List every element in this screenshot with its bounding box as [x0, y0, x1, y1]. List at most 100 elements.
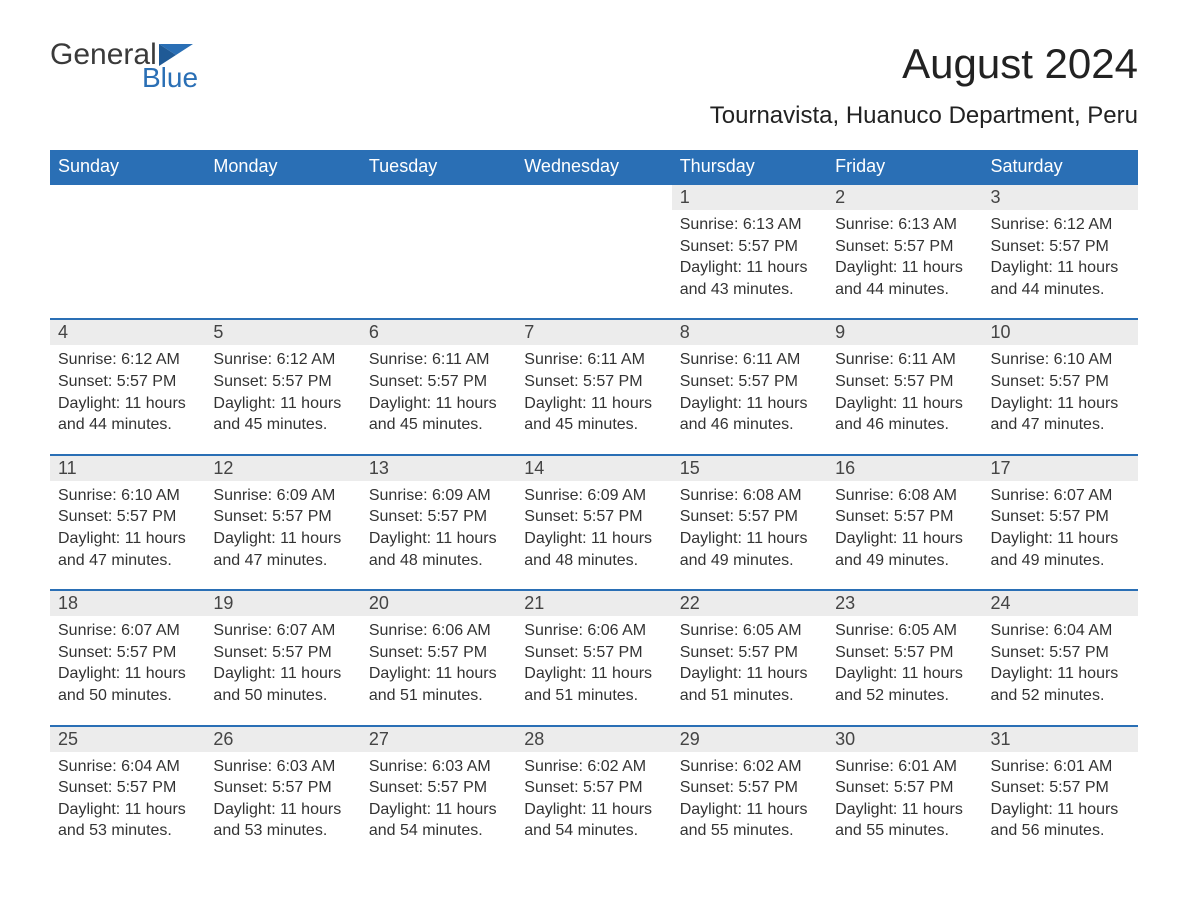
day-sunset: Sunset: 5:57 PM: [213, 371, 352, 393]
day-sunrise: Sunrise: 6:04 AM: [58, 756, 197, 778]
day-cell: Sunrise: 6:08 AMSunset: 5:57 PMDaylight:…: [672, 481, 827, 590]
day-daylight2: and 53 minutes.: [58, 820, 197, 842]
week-daynum-row: 11121314151617: [50, 455, 1138, 481]
day-sunrise: Sunrise: 6:08 AM: [835, 485, 974, 507]
day-number: 31: [983, 726, 1138, 752]
day-daylight1: Daylight: 11 hours: [991, 393, 1130, 415]
weekday-header: Tuesday: [361, 150, 516, 184]
weekday-header: Friday: [827, 150, 982, 184]
day-sunset: Sunset: 5:57 PM: [58, 506, 197, 528]
day-daylight1: Daylight: 11 hours: [680, 799, 819, 821]
day-sunset: Sunset: 5:57 PM: [213, 506, 352, 528]
location-subtitle: Tournavista, Huanuco Department, Peru: [710, 102, 1138, 130]
day-number: 29: [672, 726, 827, 752]
day-daylight2: and 44 minutes.: [58, 414, 197, 436]
week-body-row: Sunrise: 6:07 AMSunset: 5:57 PMDaylight:…: [50, 616, 1138, 725]
day-sunrise: Sunrise: 6:11 AM: [524, 349, 663, 371]
day-daylight2: and 50 minutes.: [213, 685, 352, 707]
day-daylight1: Daylight: 11 hours: [58, 663, 197, 685]
day-sunset: Sunset: 5:57 PM: [524, 777, 663, 799]
day-sunrise: Sunrise: 6:05 AM: [680, 620, 819, 642]
day-daylight1: Daylight: 11 hours: [213, 663, 352, 685]
day-daylight2: and 50 minutes.: [58, 685, 197, 707]
day-sunrise: Sunrise: 6:03 AM: [369, 756, 508, 778]
day-number: 20: [361, 590, 516, 616]
day-daylight2: and 44 minutes.: [991, 279, 1130, 301]
day-cell: Sunrise: 6:13 AMSunset: 5:57 PMDaylight:…: [672, 210, 827, 319]
day-number: 16: [827, 455, 982, 481]
week-body-row: Sunrise: 6:04 AMSunset: 5:57 PMDaylight:…: [50, 752, 1138, 860]
logo: General Blue: [50, 40, 198, 92]
day-cell: Sunrise: 6:07 AMSunset: 5:57 PMDaylight:…: [50, 616, 205, 725]
day-number: 18: [50, 590, 205, 616]
day-number: 8: [672, 319, 827, 345]
day-number: 4: [50, 319, 205, 345]
day-cell: Sunrise: 6:08 AMSunset: 5:57 PMDaylight:…: [827, 481, 982, 590]
day-daylight2: and 45 minutes.: [524, 414, 663, 436]
day-cell: Sunrise: 6:10 AMSunset: 5:57 PMDaylight:…: [983, 345, 1138, 454]
day-number: 30: [827, 726, 982, 752]
day-daylight2: and 51 minutes.: [369, 685, 508, 707]
day-daylight1: Daylight: 11 hours: [369, 393, 508, 415]
day-sunrise: Sunrise: 6:07 AM: [213, 620, 352, 642]
day-number: 14: [516, 455, 671, 481]
day-cell: Sunrise: 6:07 AMSunset: 5:57 PMDaylight:…: [983, 481, 1138, 590]
day-daylight1: Daylight: 11 hours: [213, 799, 352, 821]
day-daylight2: and 46 minutes.: [680, 414, 819, 436]
day-daylight2: and 55 minutes.: [835, 820, 974, 842]
day-daylight2: and 54 minutes.: [524, 820, 663, 842]
day-sunset: Sunset: 5:57 PM: [58, 777, 197, 799]
week-daynum-row: 18192021222324: [50, 590, 1138, 616]
day-daylight1: Daylight: 11 hours: [369, 799, 508, 821]
week-body-row: Sunrise: 6:10 AMSunset: 5:57 PMDaylight:…: [50, 481, 1138, 590]
day-sunrise: Sunrise: 6:06 AM: [524, 620, 663, 642]
week-body-row: Sunrise: 6:13 AMSunset: 5:57 PMDaylight:…: [50, 210, 1138, 319]
day-sunset: Sunset: 5:57 PM: [835, 371, 974, 393]
day-cell: Sunrise: 6:10 AMSunset: 5:57 PMDaylight:…: [50, 481, 205, 590]
day-number: 15: [672, 455, 827, 481]
day-cell: Sunrise: 6:09 AMSunset: 5:57 PMDaylight:…: [516, 481, 671, 590]
day-number: 21: [516, 590, 671, 616]
header: General Blue August 2024 Tournavista, Hu…: [50, 40, 1138, 142]
day-cell: Sunrise: 6:02 AMSunset: 5:57 PMDaylight:…: [516, 752, 671, 860]
day-cell: Sunrise: 6:06 AMSunset: 5:57 PMDaylight:…: [516, 616, 671, 725]
day-cell: Sunrise: 6:11 AMSunset: 5:57 PMDaylight:…: [516, 345, 671, 454]
day-daylight1: Daylight: 11 hours: [213, 528, 352, 550]
day-number: 22: [672, 590, 827, 616]
day-daylight1: Daylight: 11 hours: [991, 528, 1130, 550]
day-sunrise: Sunrise: 6:02 AM: [680, 756, 819, 778]
week-daynum-row: 123: [50, 184, 1138, 210]
day-cell: Sunrise: 6:03 AMSunset: 5:57 PMDaylight:…: [205, 752, 360, 860]
day-cell: Sunrise: 6:05 AMSunset: 5:57 PMDaylight:…: [672, 616, 827, 725]
day-sunset: Sunset: 5:57 PM: [213, 642, 352, 664]
day-sunset: Sunset: 5:57 PM: [991, 371, 1130, 393]
day-number: 11: [50, 455, 205, 481]
day-daylight2: and 51 minutes.: [680, 685, 819, 707]
day-sunset: Sunset: 5:57 PM: [680, 236, 819, 258]
day-number: 3: [983, 184, 1138, 210]
day-cell: Sunrise: 6:12 AMSunset: 5:57 PMDaylight:…: [50, 345, 205, 454]
day-daylight1: Daylight: 11 hours: [991, 663, 1130, 685]
day-sunrise: Sunrise: 6:02 AM: [524, 756, 663, 778]
page-title: August 2024: [710, 40, 1138, 88]
day-daylight2: and 55 minutes.: [680, 820, 819, 842]
day-cell: Sunrise: 6:01 AMSunset: 5:57 PMDaylight:…: [827, 752, 982, 860]
day-sunset: Sunset: 5:57 PM: [213, 777, 352, 799]
day-sunset: Sunset: 5:57 PM: [369, 777, 508, 799]
day-daylight2: and 49 minutes.: [835, 550, 974, 572]
day-daylight1: Daylight: 11 hours: [369, 528, 508, 550]
day-sunset: Sunset: 5:57 PM: [991, 777, 1130, 799]
day-sunrise: Sunrise: 6:10 AM: [991, 349, 1130, 371]
day-sunset: Sunset: 5:57 PM: [680, 371, 819, 393]
day-sunset: Sunset: 5:57 PM: [58, 642, 197, 664]
day-cell: Sunrise: 6:02 AMSunset: 5:57 PMDaylight:…: [672, 752, 827, 860]
day-cell: Sunrise: 6:12 AMSunset: 5:57 PMDaylight:…: [205, 345, 360, 454]
day-cell: Sunrise: 6:06 AMSunset: 5:57 PMDaylight:…: [361, 616, 516, 725]
day-daylight2: and 48 minutes.: [524, 550, 663, 572]
day-daylight2: and 51 minutes.: [524, 685, 663, 707]
day-daylight1: Daylight: 11 hours: [213, 393, 352, 415]
day-daylight1: Daylight: 11 hours: [680, 257, 819, 279]
day-number: 17: [983, 455, 1138, 481]
day-sunrise: Sunrise: 6:04 AM: [991, 620, 1130, 642]
day-sunrise: Sunrise: 6:03 AM: [213, 756, 352, 778]
